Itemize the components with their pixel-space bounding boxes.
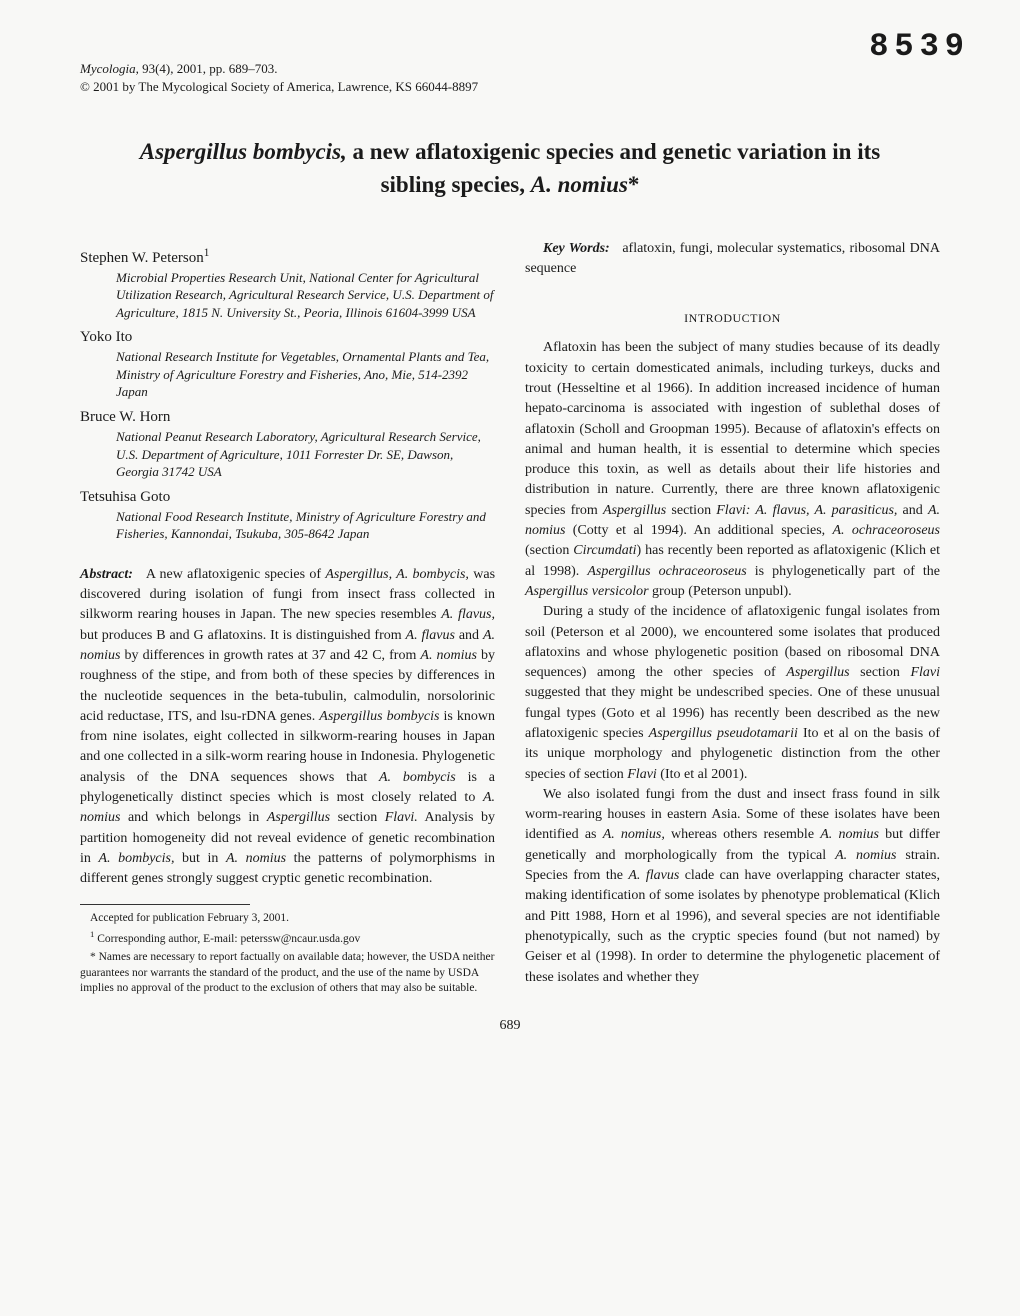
page-number-bottom: 689	[80, 1018, 940, 1034]
author-affiliation-1: National Research Institute for Vegetabl…	[116, 348, 495, 401]
footnote-accepted: Accepted for publication February 3, 200…	[80, 911, 495, 927]
author-block-0: Stephen W. Peterson1 Microbial Propertie…	[80, 247, 495, 322]
journal-metadata: Mycologia, 93(4), 2001, pp. 689–703. © 2…	[80, 60, 940, 96]
footnote-names: * Names are necessary to report factuall…	[80, 950, 495, 997]
intro-paragraph-3: We also isolated fungi from the dust and…	[525, 785, 940, 988]
title-text-2a: sibling species,	[381, 172, 531, 197]
journal-citation: 93(4), 2001, pp. 689–703.	[139, 61, 278, 76]
stamped-page-number: 8539	[869, 28, 970, 65]
author-affiliation-3: National Food Research Institute, Minist…	[116, 508, 495, 543]
left-column: Stephen W. Peterson1 Microbial Propertie…	[80, 239, 495, 1000]
footnote-corresponding: 1 Corresponding author, E-mail: peterssw…	[80, 929, 495, 947]
author-block-2: Bruce W. Horn National Peanut Research L…	[80, 409, 495, 481]
title-species-2: A. nomius	[531, 172, 628, 197]
abstract-paragraph: Abstract: A new aflatoxigenic species of…	[80, 565, 495, 890]
intro-paragraph-2: During a study of the incidence of aflat…	[525, 602, 940, 785]
abstract-text: A new aflatoxigenic species of Aspergill…	[80, 567, 495, 886]
keywords-label: Key Words:	[543, 241, 610, 256]
title-text-1: a new aflatoxigenic species and genetic …	[347, 139, 880, 164]
two-column-layout: Stephen W. Peterson1 Microbial Propertie…	[80, 239, 940, 1000]
author-affiliation-0: Microbial Properties Research Unit, Nati…	[116, 269, 495, 322]
author-name-3: Tetsuhisa Goto	[80, 489, 495, 506]
intro-paragraph-1: Aflatoxin has been the subject of many s…	[525, 338, 940, 602]
abstract-label: Abstract:	[80, 567, 133, 582]
title-species-1: Aspergillus bombycis,	[140, 139, 347, 164]
author-block-3: Tetsuhisa Goto National Food Research In…	[80, 489, 495, 543]
copyright-line: © 2001 by The Mycological Society of Ame…	[80, 78, 940, 96]
introduction-body: Aflatoxin has been the subject of many s…	[525, 338, 940, 988]
footnote-rule	[80, 904, 250, 905]
right-column: Key Words: aflatoxin, fungi, molecular s…	[525, 239, 940, 1000]
author-affiliation-2: National Peanut Research Laboratory, Agr…	[116, 428, 495, 481]
author-block-1: Yoko Ito National Research Institute for…	[80, 329, 495, 401]
introduction-heading: INTRODUCTION	[525, 311, 940, 326]
article-title: Aspergillus bombycis, a new aflatoxigeni…	[80, 136, 940, 200]
footnotes: Accepted for publication February 3, 200…	[80, 911, 495, 997]
keywords-paragraph: Key Words: aflatoxin, fungi, molecular s…	[525, 239, 940, 280]
author-name-0: Stephen W. Peterson	[80, 250, 204, 266]
author-sup-0: 1	[204, 247, 210, 259]
title-asterisk: *	[628, 172, 640, 197]
author-name-1: Yoko Ito	[80, 329, 495, 346]
author-name-2: Bruce W. Horn	[80, 409, 495, 426]
journal-name: Mycologia,	[80, 61, 139, 76]
journal-citation-line: Mycologia, 93(4), 2001, pp. 689–703.	[80, 60, 940, 78]
